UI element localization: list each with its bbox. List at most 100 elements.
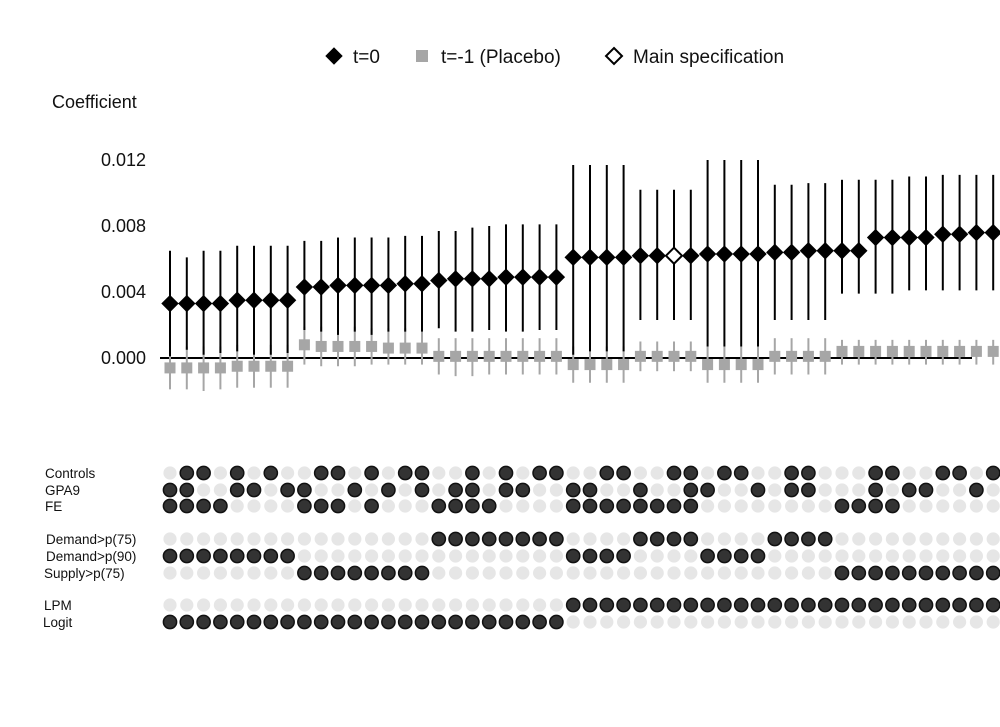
- indicator-dot-on: [565, 482, 581, 498]
- indicator-row-label: LPM: [44, 598, 72, 613]
- indicator-dot-on: [213, 614, 228, 630]
- indicator-dot-off: [902, 499, 916, 513]
- indicator-dot-off: [566, 532, 580, 546]
- indicator-dot-on: [414, 614, 430, 630]
- indicator-dot-on: [246, 614, 262, 630]
- indicator-dot-off: [717, 532, 732, 546]
- indicator-dot-on: [767, 597, 783, 613]
- indicator-dot-on: [885, 565, 900, 581]
- indicator-row-label: GPA9: [45, 483, 80, 498]
- indicator-dot-on: [179, 498, 195, 514]
- placebo-point: [298, 339, 310, 351]
- indicator-dot-off: [667, 615, 681, 629]
- indicator-dot-on: [868, 565, 883, 581]
- t0-point: [161, 294, 179, 313]
- indicator-dot-on: [733, 465, 749, 481]
- indicator-dot-on: [213, 548, 228, 564]
- indicator-dot-on: [750, 548, 766, 564]
- indicator-dot-on: [179, 548, 195, 564]
- indicator-dot-off: [617, 615, 631, 629]
- indicator-dot-on: [868, 482, 883, 498]
- indicator-dot-on: [381, 614, 396, 630]
- indicator-dot-on: [549, 465, 564, 481]
- indicator-dot-on: [666, 597, 682, 613]
- t0-point: [362, 276, 381, 295]
- indicator-dot-off: [247, 466, 261, 480]
- indicator-dot-on: [313, 498, 329, 514]
- indicator-dot-on: [969, 482, 984, 498]
- t0-point: [446, 270, 465, 288]
- t0-point: [396, 275, 414, 293]
- indicator-dot-on: [465, 614, 480, 630]
- indicator-dot-off: [902, 615, 916, 629]
- indicator-dot-off: [701, 615, 715, 629]
- t0-point: [497, 268, 515, 286]
- indicator-dot-off: [213, 466, 227, 480]
- main-specification-point: [664, 246, 684, 266]
- indicator-dot-on: [683, 597, 699, 613]
- indicator-dot-on: [565, 498, 581, 514]
- indicator-dot-on: [633, 498, 648, 514]
- indicator-row-label: Controls: [45, 466, 96, 481]
- indicator-dot-on: [263, 548, 279, 564]
- indicator-dot-off: [701, 532, 715, 546]
- indicator-dot-off: [684, 615, 698, 629]
- indicator-dot-on: [834, 565, 850, 581]
- placebo-point: [920, 345, 932, 357]
- t0-point: [312, 278, 330, 296]
- indicator-dot-on: [817, 597, 833, 613]
- placebo-point: [685, 350, 697, 362]
- indicator-dot-off: [398, 549, 412, 563]
- indicator-dot-off: [969, 466, 984, 480]
- indicator-dot-off: [213, 532, 227, 546]
- indicator-dot-off: [667, 549, 681, 563]
- indicator-dot-on: [162, 614, 178, 630]
- indicator-dot-on: [717, 597, 732, 613]
- indicator-dot-off: [936, 483, 950, 497]
- indicator-dot-off: [852, 615, 866, 629]
- indicator-dot-on: [633, 531, 648, 547]
- indicator-dot-on: [582, 548, 598, 564]
- indicator-dot-off: [365, 532, 379, 546]
- placebo-point: [954, 345, 966, 357]
- indicator-dot-off: [566, 466, 580, 480]
- indicator-dot-off: [986, 615, 1000, 629]
- indicator-dot-on: [717, 548, 732, 564]
- indicator-dot-on: [616, 597, 631, 613]
- indicator-dot-off: [986, 499, 1000, 513]
- placebo-point: [164, 362, 176, 374]
- indicator-dot-on: [196, 614, 211, 630]
- placebo-point: [332, 340, 344, 352]
- placebo-point: [231, 360, 243, 372]
- indicator-dot-off: [516, 466, 530, 480]
- indicator-dot-on: [263, 614, 279, 630]
- indicator-dot-off: [818, 549, 832, 563]
- indicator-dot-off: [264, 532, 278, 546]
- indicator-dot-off: [785, 549, 799, 563]
- indicator-dot-off: [818, 483, 832, 497]
- t0-point: [850, 242, 868, 260]
- indicator-dot-on: [229, 614, 245, 630]
- indicator-dot-off: [583, 566, 597, 580]
- indicator-dot-on: [515, 614, 531, 630]
- indicator-dot-off: [415, 499, 429, 513]
- indicator-row-label: FE: [45, 499, 62, 514]
- indicator-dot-on: [666, 498, 682, 514]
- placebo-point: [802, 350, 814, 362]
- indicator-dot-on: [868, 597, 883, 613]
- indicator-dot-off: [163, 466, 177, 480]
- indicator-dot-on: [431, 531, 447, 547]
- indicator-dot-off: [751, 466, 765, 480]
- indicator-dot-off: [583, 615, 597, 629]
- indicator-dot-on: [784, 597, 799, 613]
- indicator-dot-on: [397, 614, 413, 630]
- indicator-dot-off: [768, 483, 782, 497]
- indicator-dot-off: [381, 466, 395, 480]
- indicator-dot-off: [717, 615, 732, 629]
- indicator-dot-off: [432, 483, 446, 497]
- indicator-dot-on: [549, 531, 564, 547]
- indicator-dot-off: [768, 566, 782, 580]
- indicator-dot-off: [381, 499, 395, 513]
- indicator-dot-off: [264, 598, 278, 612]
- placebo-point: [399, 342, 411, 354]
